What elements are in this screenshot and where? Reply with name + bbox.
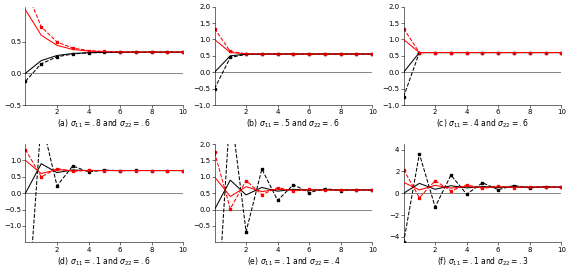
X-axis label: (a) $\sigma_{11} = .8$ and $\sigma_{22} = .6$: (a) $\sigma_{11} = .8$ and $\sigma_{22} … xyxy=(58,118,151,131)
X-axis label: (c) $\sigma_{11} = .4$ and $\sigma_{22} = .6$: (c) $\sigma_{11} = .4$ and $\sigma_{22} … xyxy=(436,118,529,131)
X-axis label: (e) $\sigma_{11} = .1$ and $\sigma_{22} = .4$: (e) $\sigma_{11} = .1$ and $\sigma_{22} … xyxy=(246,255,340,268)
X-axis label: (f) $\sigma_{11} = .1$ and $\sigma_{22} = .3$: (f) $\sigma_{11} = .1$ and $\sigma_{22} … xyxy=(437,255,528,268)
X-axis label: (d) $\sigma_{11} = .1$ and $\sigma_{22} = .6$: (d) $\sigma_{11} = .1$ and $\sigma_{22} … xyxy=(58,255,151,268)
X-axis label: (b) $\sigma_{11} = .5$ and $\sigma_{22} = .6$: (b) $\sigma_{11} = .5$ and $\sigma_{22} … xyxy=(246,118,340,131)
